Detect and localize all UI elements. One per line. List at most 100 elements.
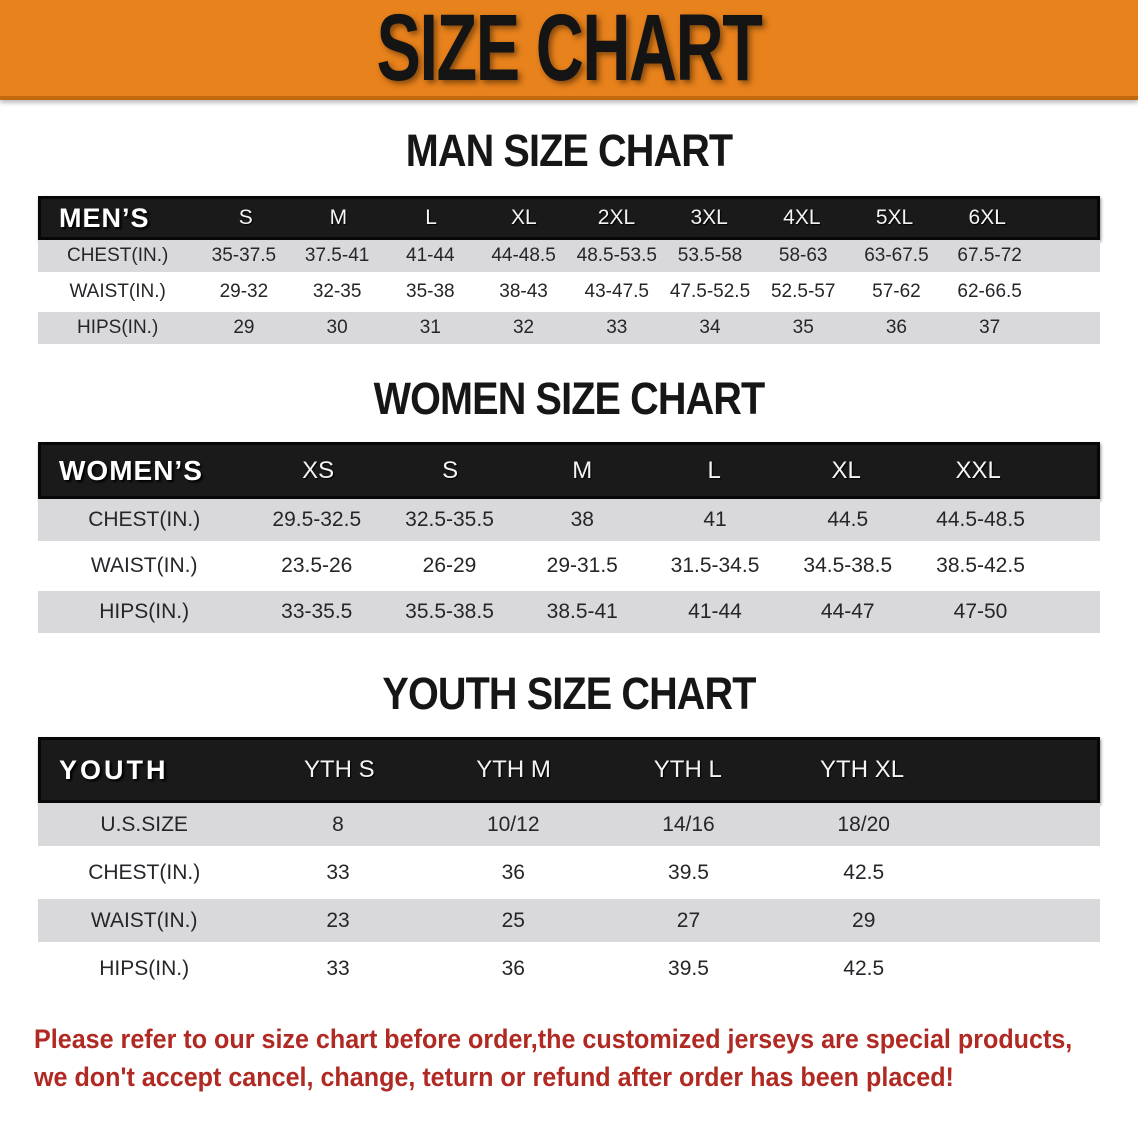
column-header: L <box>707 456 721 484</box>
row-label: WAIST(IN.) <box>69 281 166 302</box>
table-row: CHEST(IN.) 35-37.5 37.5-41 41-44 44-48.5 48.5… <box>38 240 1100 272</box>
size-value-cell: 31.5-34.5 <box>670 554 760 577</box>
size-value-cell: 18/20 <box>837 812 890 836</box>
size-value-cell: 29.5-32.5 <box>272 508 362 531</box>
notice-line-1: Please refer to our size chart before or… <box>34 1024 1073 1054</box>
size-chart-section: WOMEN SIZE CHART WOMEN’S XS S M L XL XXL CHEST… <box>0 374 1138 633</box>
size-value-cell: 38-43 <box>499 281 548 302</box>
size-value-cell: 62-66.5 <box>957 281 1022 302</box>
section-heading: MAN SIZE CHART <box>405 125 733 176</box>
size-value-cell: 57-62 <box>872 281 921 302</box>
column-header: 5XL <box>875 206 914 229</box>
size-value-cell: 43-47.5 <box>584 281 649 302</box>
size-value-cell: 41-44 <box>406 245 455 266</box>
column-header: M <box>329 206 348 229</box>
column-header: XL <box>510 206 537 229</box>
column-header: 6XL <box>968 206 1006 229</box>
footer-notice: Please refer to our size chart before or… <box>34 1020 1138 1096</box>
size-value-cell: 37 <box>979 317 1001 338</box>
table-row: HIPS(IN.) 33-35.5 35.5-38.5 38.5-41 41-44 44-… <box>38 591 1100 633</box>
size-value-cell: 67.5-72 <box>957 245 1022 266</box>
size-value-cell: 29 <box>233 317 255 338</box>
size-value-cell: 23.5-26 <box>281 554 353 577</box>
size-value-cell: 27 <box>676 908 701 932</box>
table-header-row: MEN’S S M L XL 2XL 3XL 4XL 5XL 6XL <box>38 196 1100 240</box>
size-value-cell: 29 <box>852 908 876 932</box>
table-row: WAIST(IN.) 23 25 27 29 <box>38 899 1100 942</box>
table-row: WAIST(IN.) 29-32 32-35 35-38 38-43 43-47.5 47.… <box>38 276 1100 308</box>
size-value-cell: 33 <box>326 956 350 980</box>
size-value-cell: 48.5-53.5 <box>576 245 657 266</box>
size-value-cell: 44-48.5 <box>491 245 556 266</box>
size-value-cell: 35-38 <box>406 281 455 302</box>
row-label: WAIST(IN.) <box>90 554 198 577</box>
size-value-cell: 38 <box>570 508 594 531</box>
size-value-cell: 53.5-58 <box>677 245 743 266</box>
size-value-cell: 42.5 <box>843 956 885 980</box>
size-value-cell: 33 <box>606 317 628 338</box>
table-row: CHEST(IN.) 33 36 39.5 42.5 <box>38 851 1100 894</box>
size-value-cell: 34.5-38.5 <box>803 554 893 577</box>
column-header: XXL <box>955 456 1001 484</box>
banner-title: SIZE CHART <box>376 0 763 101</box>
row-label: U.S.SIZE <box>100 812 188 836</box>
size-table: WOMEN’S XS S M L XL XXL CHEST(IN.) 29.5-32.5 32.… <box>38 442 1100 633</box>
row-label: HIPS(IN.) <box>99 956 190 980</box>
table-corner-label: WOMEN’S <box>59 454 203 486</box>
size-value-cell: 37.5-41 <box>304 245 370 266</box>
size-chart-section: MAN SIZE CHART MEN’S S M L XL 2XL 3XL 4XL 5XL 6XL… <box>0 126 1138 344</box>
table-header-row: YOUTH YTH S YTH M YTH L YTH XL <box>38 737 1100 803</box>
size-value-cell: 25 <box>501 908 525 932</box>
size-value-cell: 35 <box>792 317 814 338</box>
size-value-cell: 26-29 <box>422 554 477 577</box>
size-value-cell: 32-35 <box>312 281 362 302</box>
size-value-cell: 34 <box>699 317 721 338</box>
row-label: CHEST(IN.) <box>66 245 169 266</box>
size-value-cell: 36 <box>501 860 525 884</box>
size-value-cell: 32.5-35.5 <box>405 508 494 531</box>
size-value-cell: 32 <box>512 317 535 338</box>
size-value-cell: 44.5-48.5 <box>936 508 1025 531</box>
size-value-cell: 44.5 <box>827 508 869 531</box>
size-value-cell: 44-47 <box>820 600 875 623</box>
size-value-cell: 23 <box>326 908 350 932</box>
banner: SIZE CHART <box>0 0 1138 101</box>
table-row: HIPS(IN.) 29 30 31 32 33 34 35 36 37 <box>38 312 1100 344</box>
row-label: HIPS(IN.) <box>77 317 159 338</box>
section-heading: WOMEN SIZE CHART <box>373 373 766 424</box>
table-header-row: WOMEN’S XS S M L XL XXL <box>38 442 1100 499</box>
size-value-cell: 39.5 <box>668 956 709 980</box>
size-value-cell: 47.5-52.5 <box>669 281 751 302</box>
column-header: 2XL <box>597 206 636 229</box>
table-row: HIPS(IN.) 33 36 39.5 42.5 <box>38 947 1100 990</box>
size-value-cell: 41 <box>703 508 727 531</box>
size-chart-section: YOUTH SIZE CHART YOUTH YTH S YTH M YTH L YTH… <box>0 669 1138 990</box>
column-header: YTH S <box>303 756 375 783</box>
size-value-cell: 8 <box>332 812 344 836</box>
column-header: M <box>572 456 593 484</box>
column-header: YTH L <box>653 756 722 783</box>
notice-line-2: we don't accept cancel, change, teturn o… <box>34 1062 954 1092</box>
size-value-cell: 38.5-42.5 <box>936 554 1025 577</box>
size-chart-sections: MAN SIZE CHART MEN’S S M L XL 2XL 3XL 4XL 5XL 6XL… <box>0 126 1138 990</box>
size-value-cell: 39.5 <box>668 860 709 884</box>
section-heading: YOUTH SIZE CHART <box>382 668 756 719</box>
column-header: L <box>425 206 437 229</box>
size-value-cell: 14/16 <box>662 812 715 836</box>
column-header: S <box>238 206 253 229</box>
size-value-cell: 31 <box>419 317 441 338</box>
column-header: 3XL <box>690 206 728 229</box>
table-row: U.S.SIZE 8 10/12 14/16 18/20 <box>38 803 1100 846</box>
size-value-cell: 35.5-38.5 <box>405 600 494 623</box>
size-value-cell: 42.5 <box>843 860 885 884</box>
table-corner-label: MEN’S <box>59 202 150 233</box>
size-value-cell: 58-63 <box>778 245 828 266</box>
row-label: CHEST(IN.) <box>88 508 201 531</box>
size-value-cell: 63-67.5 <box>864 245 929 266</box>
size-table: YOUTH YTH S YTH M YTH L YTH XL U.S.SIZE 8 10/1… <box>38 737 1100 990</box>
row-label: CHEST(IN.) <box>88 860 201 884</box>
row-label: WAIST(IN.) <box>90 908 198 932</box>
column-header: YTH M <box>476 756 551 783</box>
table-row: CHEST(IN.) 29.5-32.5 32.5-35.5 38 41 44.5 44.5… <box>38 499 1100 541</box>
size-value-cell: 33-35.5 <box>281 600 353 623</box>
